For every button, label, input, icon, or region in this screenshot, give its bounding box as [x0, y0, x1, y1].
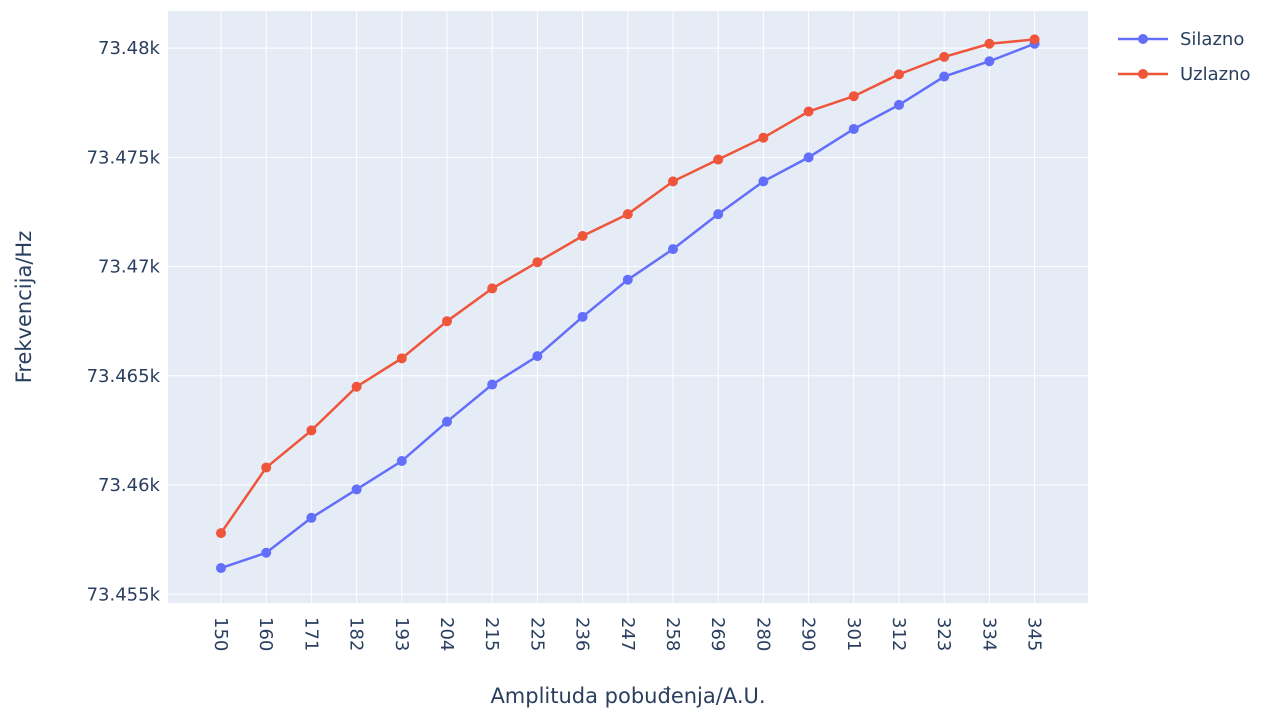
data-point: [939, 51, 950, 62]
x-tick-label: 247: [617, 617, 638, 651]
data-point: [668, 176, 678, 187]
data-point: [758, 132, 769, 143]
x-tick-label: 204: [436, 617, 457, 651]
data-point: [803, 152, 814, 163]
data-point: [984, 56, 995, 67]
y-axis-title: Frekvencija/Hz: [12, 231, 36, 383]
data-point: [532, 351, 543, 362]
x-tick-label: 182: [346, 617, 367, 651]
x-tick-label: 171: [300, 617, 321, 651]
data-point: [442, 416, 452, 427]
y-tick-label: 73.465k: [87, 366, 161, 387]
data-point: [848, 91, 859, 102]
y-tick-label: 73.48k: [98, 38, 161, 59]
data-point: [306, 425, 317, 436]
data-point: [577, 311, 588, 322]
y-tick-label: 73.475k: [87, 147, 161, 168]
x-tick-label: 160: [255, 617, 276, 651]
data-point: [848, 123, 859, 134]
x-tick-label: 345: [1024, 617, 1045, 651]
y-tick-label: 73.47k: [98, 257, 161, 278]
x-tick-label: 150: [210, 617, 231, 651]
data-point: [442, 316, 452, 327]
x-tick-label: 301: [843, 617, 864, 651]
x-tick-label: 236: [572, 617, 593, 651]
data-point: [984, 38, 995, 49]
x-tick-label: 323: [933, 617, 954, 651]
data-point: [216, 563, 226, 574]
data-point: [487, 283, 498, 294]
legend: Silazno Uzlazno: [1118, 29, 1251, 85]
data-point: [713, 154, 724, 165]
y-axis-ticks: 73.455k 73.46k 73.465k 73.47k 73.475k 73.48k: [87, 38, 161, 605]
data-point: [351, 381, 362, 392]
x-tick-label: 215: [481, 617, 502, 651]
legend-marker: [1138, 34, 1148, 44]
data-point: [396, 353, 407, 364]
y-tick-label: 73.455k: [87, 584, 161, 605]
data-point: [532, 257, 543, 268]
data-point: [261, 547, 272, 558]
data-point: [622, 274, 633, 285]
x-tick-label: 269: [707, 617, 728, 651]
x-tick-label: 312: [888, 617, 909, 651]
legend-marker: [1138, 69, 1148, 79]
data-point: [622, 209, 633, 220]
x-tick-label: 193: [391, 617, 412, 651]
data-point: [894, 99, 904, 110]
data-point: [216, 528, 226, 539]
data-point: [758, 176, 769, 187]
x-tick-label: 280: [752, 617, 773, 651]
legend-label: Silazno: [1180, 29, 1244, 50]
x-tick-label: 290: [798, 617, 819, 651]
data-point: [1029, 34, 1040, 45]
data-point: [939, 71, 950, 82]
data-point: [668, 244, 678, 255]
x-tick-label: 334: [978, 617, 999, 651]
x-tick-label: 225: [526, 617, 547, 651]
data-point: [803, 106, 814, 117]
data-point: [894, 69, 904, 80]
y-tick-label: 73.46k: [98, 475, 161, 496]
data-point: [487, 379, 498, 390]
legend-label: Uzlazno: [1180, 64, 1251, 85]
x-axis-ticks: 150 160 171 182 193 204 215 225 236 247 258 269 280 2…: [210, 617, 1045, 651]
data-point: [351, 484, 362, 495]
data-point: [306, 512, 317, 523]
data-point: [577, 231, 588, 242]
series-lines: [216, 34, 1040, 574]
data-point: [261, 462, 272, 473]
data-point: [713, 209, 724, 220]
data-point: [396, 456, 407, 467]
x-tick-label: 258: [662, 617, 683, 651]
x-axis-title: Amplituda pobuđenja/A.U.: [490, 684, 765, 708]
grid-lines: [168, 11, 1088, 603]
